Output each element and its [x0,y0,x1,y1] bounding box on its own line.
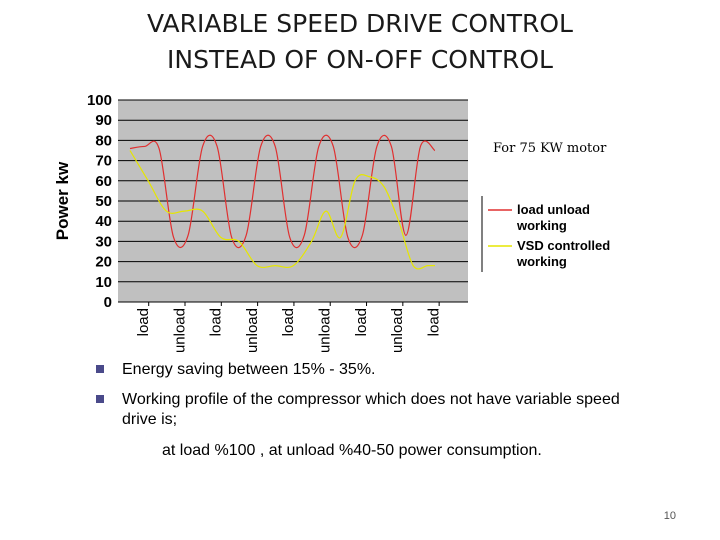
slide-title: VARIABLE SPEED DRIVE CONTROL INSTEAD OF … [0,6,720,78]
x-tick-label: load [280,308,297,336]
series-lines [129,134,436,270]
x-tick-label: load [208,308,225,336]
x-tick-label: unload [316,308,333,353]
y-tick-label: 40 [95,213,112,230]
bullet-working-profile: Working profile of the compressor which … [96,390,656,430]
y-tick-label: 0 [104,294,112,311]
x-tick-label: unload [244,308,261,353]
motor-annotation: For 75 KW motor [493,141,607,156]
legend-label: load unload working [516,202,590,233]
y-tick-label: 20 [95,254,112,271]
x-tick-label: unload [171,308,188,353]
bullet-marker [96,365,104,373]
title-line-2: INSTEAD OF ON-OFF CONTROL [167,45,553,74]
consumption-note: at load %100 , at unload %40-50 power co… [162,442,542,459]
x-axis-ticks: load unload load unload load unload load unload… [135,302,442,353]
legend: load unload working VSD controlled working [488,202,610,269]
x-tick-label: unload [389,308,406,353]
x-tick-label: load [425,308,442,336]
y-tick-label: 90 [95,112,112,129]
bullet-list: Energy saving between 15% - 35%. Working… [96,360,656,440]
y-tick-label: 10 [95,274,112,291]
y-tick-label: 50 [95,193,112,210]
y-tick-label: 100 [87,92,112,109]
y-tick-label: 30 [95,233,112,250]
legend-label: VSD controlled working [516,238,610,269]
bullet-text: Energy saving between 15% - 35%. [122,361,376,378]
y-axis-label: Power kw [53,161,72,240]
bullet-marker [96,395,104,403]
x-tick-label: load [135,308,152,336]
y-tick-label: 60 [95,173,112,190]
x-tick-label: load [353,308,370,336]
bullet-energy-saving: Energy saving between 15% - 35%. [96,360,656,380]
bullet-text: Working profile of the compressor which … [122,391,620,428]
page-number: 10 [663,510,676,522]
legend-box [482,196,632,272]
y-tick-label: 80 [95,132,112,149]
gridlines [118,99,468,303]
series-line-load-unload [129,134,436,249]
series-line-vsd [129,150,435,270]
y-tick-label: 70 [95,153,112,170]
title-line-1: VARIABLE SPEED DRIVE CONTROL [147,9,573,38]
